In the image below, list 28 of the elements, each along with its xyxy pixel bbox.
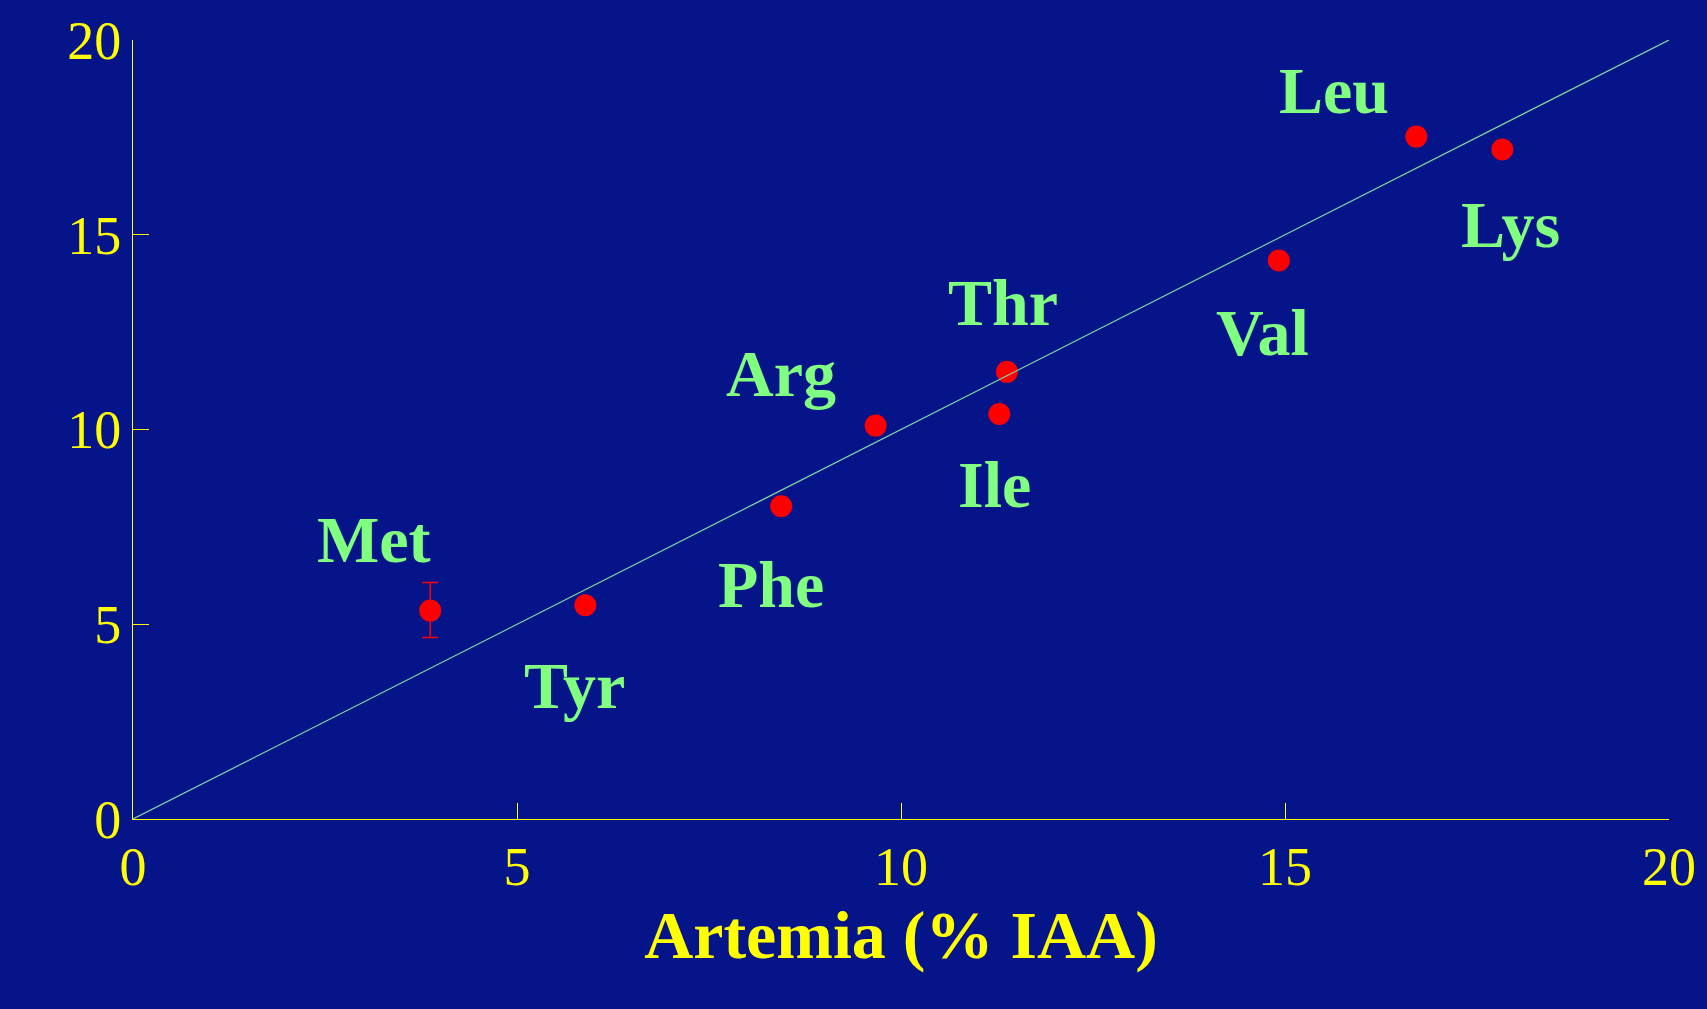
point	[995, 360, 1018, 383]
x-tick-label: 20	[1642, 836, 1696, 897]
point	[1267, 249, 1290, 272]
annotation: Arg	[726, 337, 836, 410]
annotation: Val	[1216, 296, 1309, 369]
point	[988, 402, 1011, 425]
point	[1405, 125, 1428, 148]
x-tick-label: 15	[1258, 836, 1312, 897]
point	[864, 414, 887, 437]
annotation: Tyr	[524, 649, 626, 722]
annotation: Thr	[948, 266, 1059, 339]
y-tick-label: 10	[67, 400, 122, 461]
annotation: Phe	[718, 548, 825, 621]
point	[574, 594, 597, 617]
point	[770, 495, 793, 518]
point	[419, 599, 442, 622]
point	[1491, 138, 1514, 161]
annotation: Lys	[1461, 188, 1561, 261]
y-tick-label: 0	[94, 789, 122, 850]
y-tick-label: 5	[94, 595, 122, 656]
x-tick-label: 5	[503, 836, 531, 897]
x-axis-title: Artemia (% IAA)	[644, 896, 1158, 973]
y-tick-label: 20	[67, 10, 122, 71]
y-tick-label: 15	[67, 205, 122, 266]
x-tick-label: 10	[874, 836, 928, 897]
annotation: Ile	[958, 448, 1032, 521]
annotation: Leu	[1279, 54, 1390, 127]
annotation: Met	[317, 503, 431, 576]
